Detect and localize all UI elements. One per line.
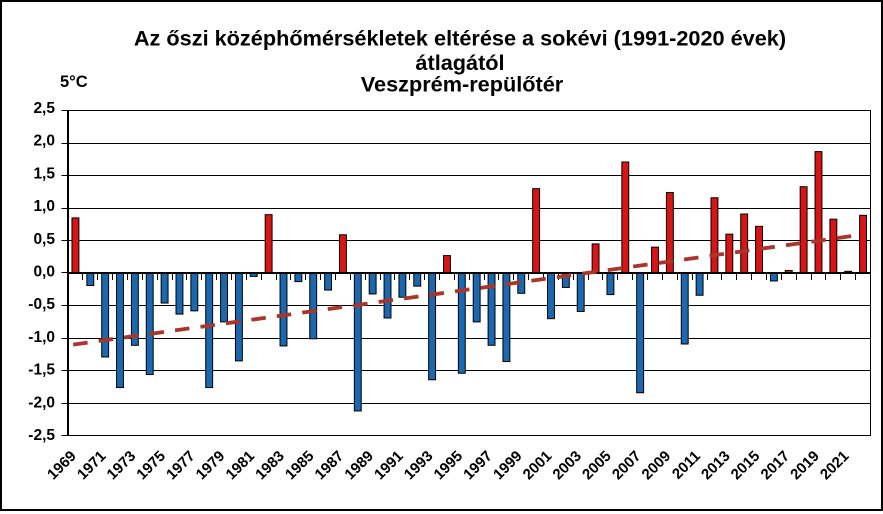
svg-text:-1,0: -1,0 [28,329,55,346]
svg-text:1979: 1979 [193,448,229,484]
svg-text:Veszprém-repülőtér: Veszprém-repülőtér [361,72,564,97]
svg-text:1991: 1991 [371,448,407,484]
svg-text:0,0: 0,0 [33,264,55,281]
svg-text:1975: 1975 [133,448,169,484]
svg-text:2,0: 2,0 [33,133,55,150]
svg-text:1,0: 1,0 [33,198,55,215]
svg-text:2009: 2009 [639,448,675,484]
svg-text:5°C: 5°C [60,73,88,91]
svg-text:Az őszi középhőmérsékletek elt: Az őszi középhőmérsékletek eltérése a so… [134,26,786,51]
svg-text:2007: 2007 [609,448,645,484]
svg-text:1969: 1969 [44,448,80,484]
svg-text:1981: 1981 [223,448,259,484]
svg-text:1,5: 1,5 [33,165,55,182]
svg-text:1973: 1973 [104,448,140,484]
svg-text:2011: 2011 [669,448,704,483]
svg-text:2015: 2015 [728,448,764,484]
svg-text:2021: 2021 [817,448,853,484]
svg-text:1999: 1999 [490,448,526,484]
svg-text:2017: 2017 [758,448,794,484]
svg-text:1993: 1993 [401,448,437,484]
svg-text:2001: 2001 [520,448,556,484]
svg-text:2019: 2019 [787,448,823,484]
svg-text:-0,5: -0,5 [28,296,55,313]
svg-text:1971: 1971 [74,448,110,484]
svg-text:1997: 1997 [460,448,496,484]
svg-text:1987: 1987 [312,448,348,484]
svg-text:0,5: 0,5 [33,231,55,248]
svg-text:-2,5: -2,5 [28,427,55,444]
svg-text:-2,0: -2,0 [28,394,55,411]
svg-text:1985: 1985 [282,448,318,484]
svg-text:-1,5: -1,5 [28,362,55,379]
svg-text:2005: 2005 [579,448,615,484]
svg-text:2003: 2003 [549,448,585,484]
svg-text:1995: 1995 [431,448,467,484]
svg-text:2013: 2013 [698,448,734,484]
svg-text:1977: 1977 [163,448,199,484]
svg-text:1983: 1983 [252,448,288,484]
svg-text:1989: 1989 [341,448,377,484]
svg-text:2,5: 2,5 [33,100,55,117]
svg-text:átlagától: átlagától [415,50,504,75]
